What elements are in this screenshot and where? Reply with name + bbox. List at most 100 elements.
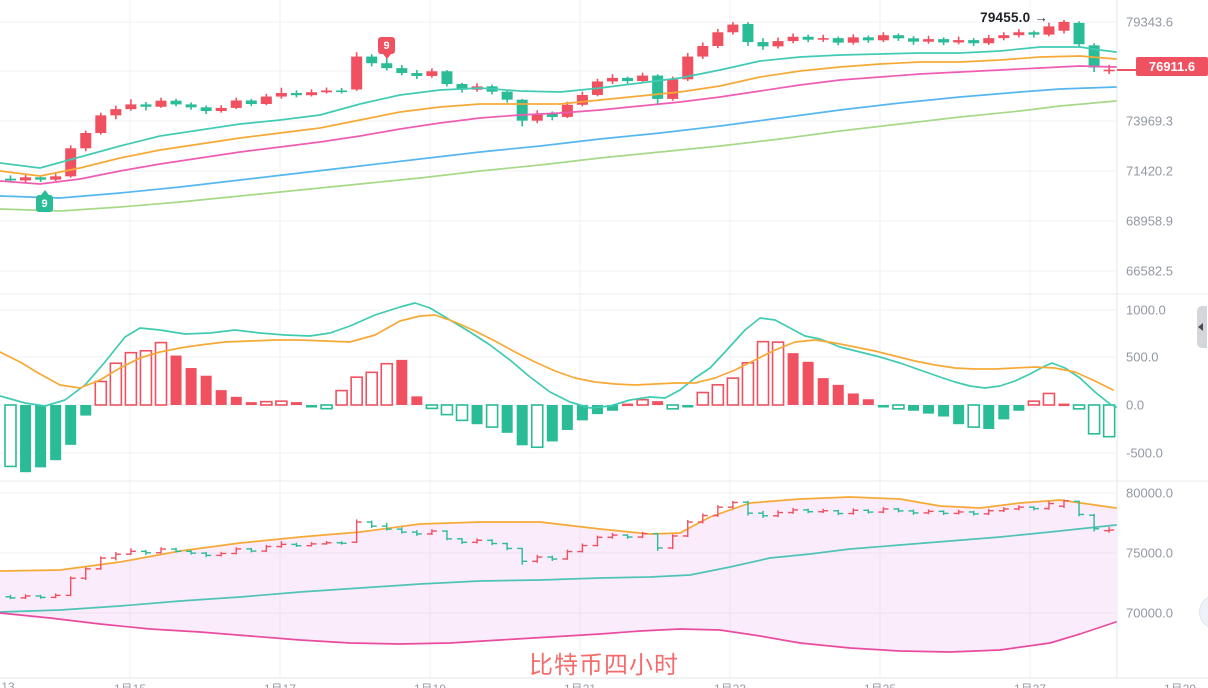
candle-body bbox=[275, 93, 287, 97]
y-axis-label: 66582.5 bbox=[1126, 263, 1173, 279]
macd-histogram-bar bbox=[350, 376, 363, 406]
candle-body bbox=[817, 38, 829, 40]
macd-histogram-bar bbox=[124, 351, 138, 406]
macd-histogram-bar bbox=[365, 371, 379, 406]
macd-histogram-bar bbox=[1027, 400, 1041, 406]
candle-body bbox=[576, 94, 588, 105]
macd-histogram-bar bbox=[50, 405, 62, 461]
chevron-left-icon bbox=[1198, 323, 1203, 331]
candle-body bbox=[847, 37, 859, 43]
candle-body bbox=[772, 41, 784, 47]
candle-body bbox=[727, 24, 739, 33]
candle-body bbox=[531, 113, 543, 121]
macd-histogram-bar bbox=[756, 340, 770, 406]
candle-body bbox=[5, 178, 16, 181]
candle-body bbox=[742, 24, 754, 43]
candle-body bbox=[1043, 26, 1055, 35]
candle-body bbox=[20, 177, 32, 181]
macd-histogram-bar bbox=[440, 404, 454, 416]
macd-histogram-bar bbox=[802, 361, 814, 405]
macd-histogram-bar bbox=[185, 368, 197, 405]
candle-body bbox=[215, 107, 227, 112]
candle-body bbox=[245, 100, 257, 104]
macd-histogram-bar bbox=[80, 405, 92, 416]
macd-histogram-bar bbox=[290, 402, 302, 405]
ma-orange-line bbox=[0, 55, 1117, 177]
candle-body bbox=[832, 38, 844, 43]
candle-body bbox=[667, 79, 679, 99]
candle-body bbox=[516, 99, 528, 121]
x-axis-label: 1月19 bbox=[414, 680, 446, 688]
candle-body bbox=[351, 56, 363, 90]
macd-histogram-bar bbox=[666, 404, 680, 410]
candle-body bbox=[1013, 32, 1025, 36]
collapse-panel-handle[interactable] bbox=[1197, 306, 1207, 348]
ma-magenta-line bbox=[0, 65, 1117, 185]
macd-histogram-bar bbox=[923, 405, 935, 414]
x-axis-label: 1月17 bbox=[264, 680, 296, 688]
candle-body bbox=[908, 38, 919, 42]
x-axis-label: 1月23 bbox=[714, 680, 746, 688]
macd-histogram-bar bbox=[335, 389, 348, 406]
candle-body bbox=[607, 77, 618, 82]
macd-histogram-bar bbox=[1013, 405, 1025, 411]
candle-body bbox=[1058, 21, 1070, 31]
x-axis-label: 13 bbox=[1, 680, 15, 688]
dea-orange-line bbox=[0, 314, 1114, 391]
macd-histogram-bar bbox=[561, 405, 573, 430]
x-axis-label: 1月27 bbox=[1014, 680, 1046, 688]
macd-histogram-bar bbox=[711, 384, 725, 406]
bollinger-middle-line bbox=[0, 524, 1117, 613]
y-axis-label: 0.0 bbox=[1126, 397, 1145, 413]
macd-histogram-bar bbox=[396, 359, 408, 405]
macd-histogram-bar bbox=[306, 405, 317, 408]
macd-histogram-bar bbox=[94, 380, 108, 406]
macd-histogram-bar bbox=[938, 405, 950, 417]
candle-body bbox=[441, 71, 453, 85]
macd-histogram-bar bbox=[230, 396, 242, 405]
candle-body bbox=[110, 109, 122, 116]
y-axis-label: 80000.0 bbox=[1126, 485, 1173, 501]
candle-body bbox=[381, 63, 393, 69]
candle-body bbox=[260, 96, 272, 104]
ma-light-green-line bbox=[0, 100, 1117, 212]
macd-histogram-bar bbox=[983, 405, 995, 429]
candle-body bbox=[892, 35, 904, 39]
macd-histogram-bar bbox=[892, 404, 905, 410]
x-axis-label: 1月15 bbox=[114, 680, 146, 688]
td9-sell-label: 9 bbox=[383, 39, 390, 52]
candle-body bbox=[95, 115, 107, 134]
x-axis-label: 1月25 bbox=[864, 680, 896, 688]
y-axis-label: 75000.0 bbox=[1126, 545, 1173, 561]
macd-histogram-bar bbox=[139, 349, 153, 406]
macd-histogram-bar bbox=[847, 393, 859, 405]
chart-title: 比特币四小时 bbox=[529, 652, 679, 679]
y-axis-label: 500.0 bbox=[1126, 349, 1159, 365]
macd-histogram-bar bbox=[20, 405, 32, 473]
y-axis-label: 73969.3 bbox=[1126, 113, 1173, 129]
macd-histogram-bar bbox=[696, 391, 710, 406]
bollinger-band-fill bbox=[0, 497, 1116, 652]
candle-body bbox=[697, 45, 709, 57]
candle-body bbox=[1028, 32, 1040, 35]
macd-histogram-bar bbox=[591, 405, 603, 415]
macd-histogram-bar bbox=[636, 398, 649, 406]
candle-body bbox=[396, 68, 408, 74]
candle-body bbox=[200, 107, 212, 112]
candle-body bbox=[998, 35, 1010, 39]
candle-body bbox=[923, 39, 935, 42]
td9-buy-label: 9 bbox=[41, 197, 48, 210]
x-axis-label: 1月21 bbox=[564, 680, 596, 688]
macd-histogram-bar bbox=[471, 405, 483, 425]
macd-histogram-bar bbox=[411, 396, 423, 405]
peak-price-annotation: 79455.0 → bbox=[980, 10, 1048, 25]
macd-histogram-bar bbox=[967, 404, 981, 428]
macd-histogram-bar bbox=[530, 404, 544, 449]
macd-histogram-bar bbox=[516, 405, 528, 446]
macd-histogram-bar bbox=[953, 405, 965, 425]
macd-histogram-bar bbox=[485, 404, 499, 428]
candle-body bbox=[968, 40, 980, 44]
macd-histogram-bar bbox=[320, 404, 333, 410]
macd-histogram-bar bbox=[170, 355, 182, 405]
